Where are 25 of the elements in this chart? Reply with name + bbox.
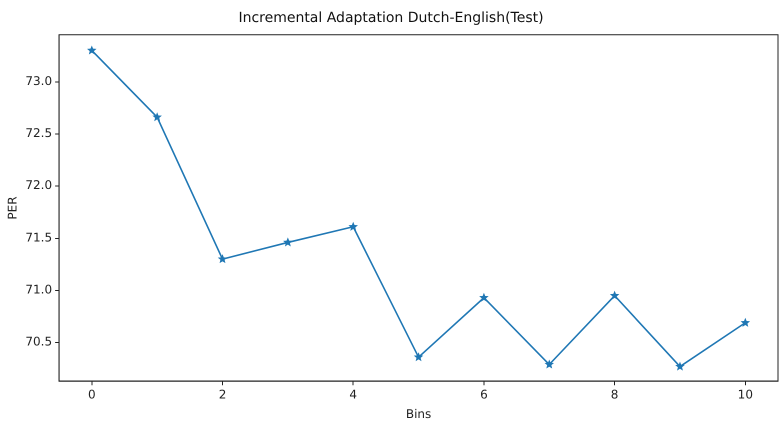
point: [675, 362, 685, 371]
point: [740, 318, 750, 327]
chart-title: Incremental Adaptation Dutch-English(Test): [238, 10, 544, 26]
point: [348, 222, 358, 231]
x-tick-label: 2: [218, 388, 226, 402]
x-tick-label: 4: [349, 388, 358, 402]
y-tick-label: 72.5: [25, 126, 52, 140]
y-tick-label: 73.0: [25, 74, 52, 88]
x-tick-label: 6: [480, 388, 488, 402]
x-axis-title: Bins: [406, 406, 432, 421]
y-tick-label: 71.0: [25, 282, 52, 297]
x-tick-label: 10: [738, 388, 753, 402]
point: [283, 237, 293, 246]
point: [479, 292, 489, 302]
point: [544, 360, 554, 369]
y-axis-title: PER: [5, 196, 20, 220]
point: [152, 112, 162, 122]
point: [610, 290, 620, 300]
y-tick-label: 71.5: [25, 230, 52, 244]
x-tick-label: 8: [610, 388, 618, 402]
x-tick-label: 0: [88, 388, 96, 402]
point: [87, 45, 97, 54]
y-tick-label: 70.5: [25, 334, 52, 349]
y-tick-label: 72.0: [25, 178, 52, 192]
point: [414, 352, 424, 362]
